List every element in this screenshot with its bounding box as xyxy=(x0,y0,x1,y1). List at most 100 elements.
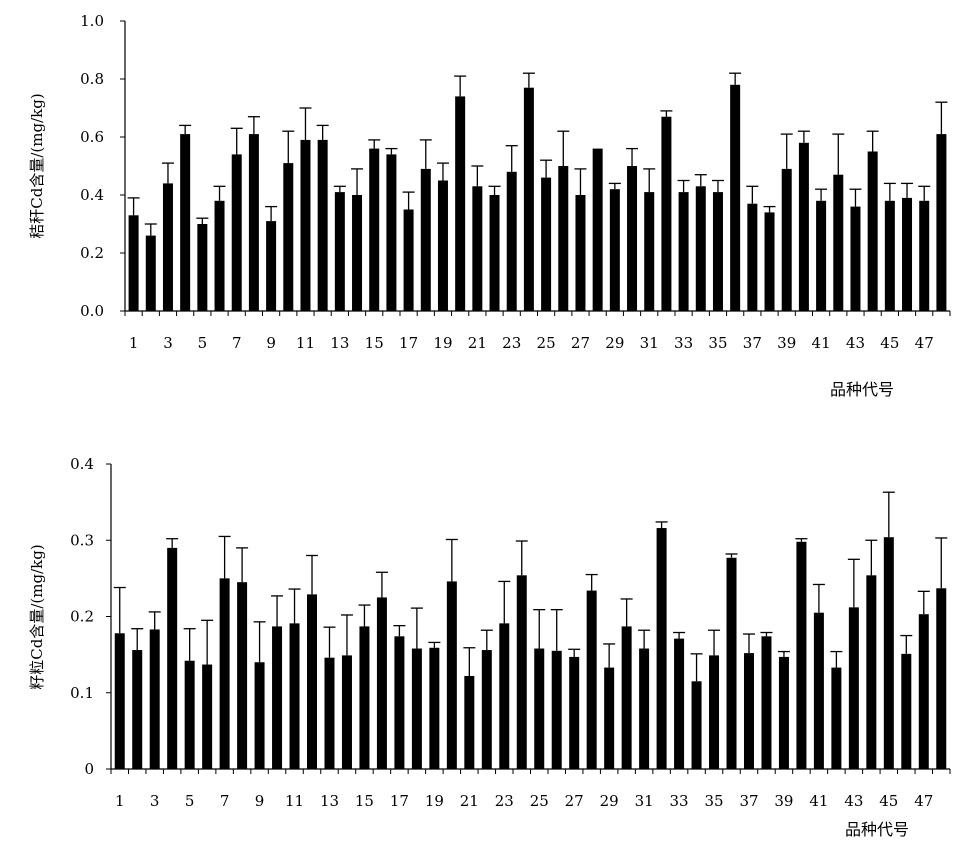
y-tick-label: 0.0 xyxy=(80,302,104,320)
x-tick-label: 23 xyxy=(502,334,521,352)
x-tick-label: 35 xyxy=(708,334,727,352)
x-axis-title: 品种代号 xyxy=(830,380,894,399)
x-tick-label: 25 xyxy=(537,334,556,352)
straw-bar-37 xyxy=(747,203,758,311)
x-tick-label: 31 xyxy=(640,334,659,352)
straw-bar-42 xyxy=(833,174,844,311)
grain-bar-18 xyxy=(411,648,422,769)
grain-bar-21 xyxy=(464,675,475,769)
x-tick-label: 9 xyxy=(255,792,265,810)
straw-bar-39 xyxy=(781,168,792,311)
y-tick-label: 1.0 xyxy=(80,12,104,30)
grain-bar-28 xyxy=(586,590,597,769)
x-tick-label: 1 xyxy=(115,792,125,810)
grain-cd-chart: 00.10.20.30.41 3 5 7 9 11 13 15 17 19 21 23 25 27 29 31… xyxy=(28,455,951,839)
grain-bar-15 xyxy=(359,626,370,769)
straw-bar-9 xyxy=(266,221,277,311)
grain-bar-40 xyxy=(796,541,807,769)
straw-bar-24 xyxy=(523,87,534,311)
x-tick-label: 33 xyxy=(670,792,689,810)
y-tick-label: 0.1 xyxy=(70,684,94,702)
grain-bar-12 xyxy=(307,594,318,769)
grain-bar-10 xyxy=(272,626,283,769)
grain-bar-34 xyxy=(691,681,702,769)
grain-bar-43 xyxy=(848,607,859,769)
grain-bar-3 xyxy=(149,629,160,769)
grain-bar-19 xyxy=(429,647,440,769)
x-tick-label: 15 xyxy=(355,792,374,810)
grain-bar-17 xyxy=(394,636,405,769)
grain-bar-24 xyxy=(516,575,527,769)
straw-bar-13 xyxy=(334,192,345,311)
grain-bar-22 xyxy=(481,650,492,769)
grain-bar-42 xyxy=(831,667,842,769)
straw-bar-40 xyxy=(798,142,809,311)
x-tick-label: 43 xyxy=(846,334,865,352)
x-tick-label: 5 xyxy=(185,792,195,810)
straw-bar-5 xyxy=(197,224,208,311)
x-tick-label: 21 xyxy=(468,334,487,352)
straw-cd-chart: 0.00.20.40.60.81.01 3 5 7 9 11 13 15 17 19 21 23 25 2… xyxy=(28,12,951,399)
grain-bar-48 xyxy=(936,588,947,769)
straw-bar-3 xyxy=(162,183,173,311)
straw-bar-30 xyxy=(627,166,638,311)
y-axis-title: 秸秆Cd含量/(mg/kg) xyxy=(28,93,46,238)
y-axis-title: 籽粒Cd含量/(mg/kg) xyxy=(28,544,46,689)
x-tick-label: 37 xyxy=(743,334,762,352)
grain-bar-30 xyxy=(621,626,632,769)
straw-bar-19 xyxy=(437,180,448,311)
straw-bar-10 xyxy=(283,163,294,311)
x-tick-label: 19 xyxy=(433,334,452,352)
grain-bar-20 xyxy=(446,581,457,769)
straw-bar-8 xyxy=(248,134,259,311)
grain-bar-46 xyxy=(901,653,912,769)
grain-bar-8 xyxy=(237,582,248,769)
straw-bar-16 xyxy=(386,154,397,311)
grain-bar-25 xyxy=(534,648,545,769)
grain-bar-11 xyxy=(289,623,300,769)
grain-bar-36 xyxy=(726,557,737,769)
x-tick-label: 41 xyxy=(812,334,831,352)
straw-bar-45 xyxy=(884,200,895,311)
grain-bar-1 xyxy=(114,633,125,769)
straw-bar-17 xyxy=(403,209,414,311)
x-tick-label: 3 xyxy=(150,792,160,810)
straw-bar-28 xyxy=(592,148,603,311)
grain-bar-9 xyxy=(254,662,265,769)
straw-bar-21 xyxy=(472,186,483,311)
grain-bar-32 xyxy=(656,528,667,769)
x-tick-label: 33 xyxy=(674,334,693,352)
straw-bar-26 xyxy=(558,166,569,311)
x-tick-label: 35 xyxy=(704,792,723,810)
x-tick-label: 27 xyxy=(565,792,584,810)
grain-bar-14 xyxy=(341,655,352,769)
x-tick-label: 3 xyxy=(163,334,173,352)
x-tick-label: 13 xyxy=(320,792,339,810)
y-tick-label: 0.2 xyxy=(70,608,94,626)
x-tick-label: 39 xyxy=(774,792,793,810)
x-tick-label: 19 xyxy=(425,792,444,810)
x-tick-label: 11 xyxy=(296,334,315,352)
straw-bar-14 xyxy=(352,195,363,311)
straw-bar-18 xyxy=(420,168,431,311)
y-tick-label: 0.2 xyxy=(80,244,104,262)
straw-bar-12 xyxy=(317,139,328,311)
x-tick-label: 45 xyxy=(879,792,898,810)
x-tick-label: 21 xyxy=(460,792,479,810)
straw-bar-1 xyxy=(128,215,139,311)
straw-bar-2 xyxy=(145,235,156,311)
straw-bar-38 xyxy=(764,212,775,311)
x-tick-label: 45 xyxy=(880,334,899,352)
x-tick-label: 47 xyxy=(915,334,934,352)
x-tick-label: 27 xyxy=(571,334,590,352)
x-tick-label: 7 xyxy=(232,334,242,352)
straw-bar-15 xyxy=(369,148,380,311)
x-tick-label: 29 xyxy=(600,792,619,810)
grain-bar-33 xyxy=(674,638,685,769)
y-tick-label: 0.8 xyxy=(80,70,104,88)
straw-bar-34 xyxy=(695,186,706,311)
grain-bar-35 xyxy=(709,655,720,769)
grain-bar-45 xyxy=(883,537,894,769)
x-tick-label: 7 xyxy=(220,792,230,810)
x-tick-label: 23 xyxy=(495,792,514,810)
